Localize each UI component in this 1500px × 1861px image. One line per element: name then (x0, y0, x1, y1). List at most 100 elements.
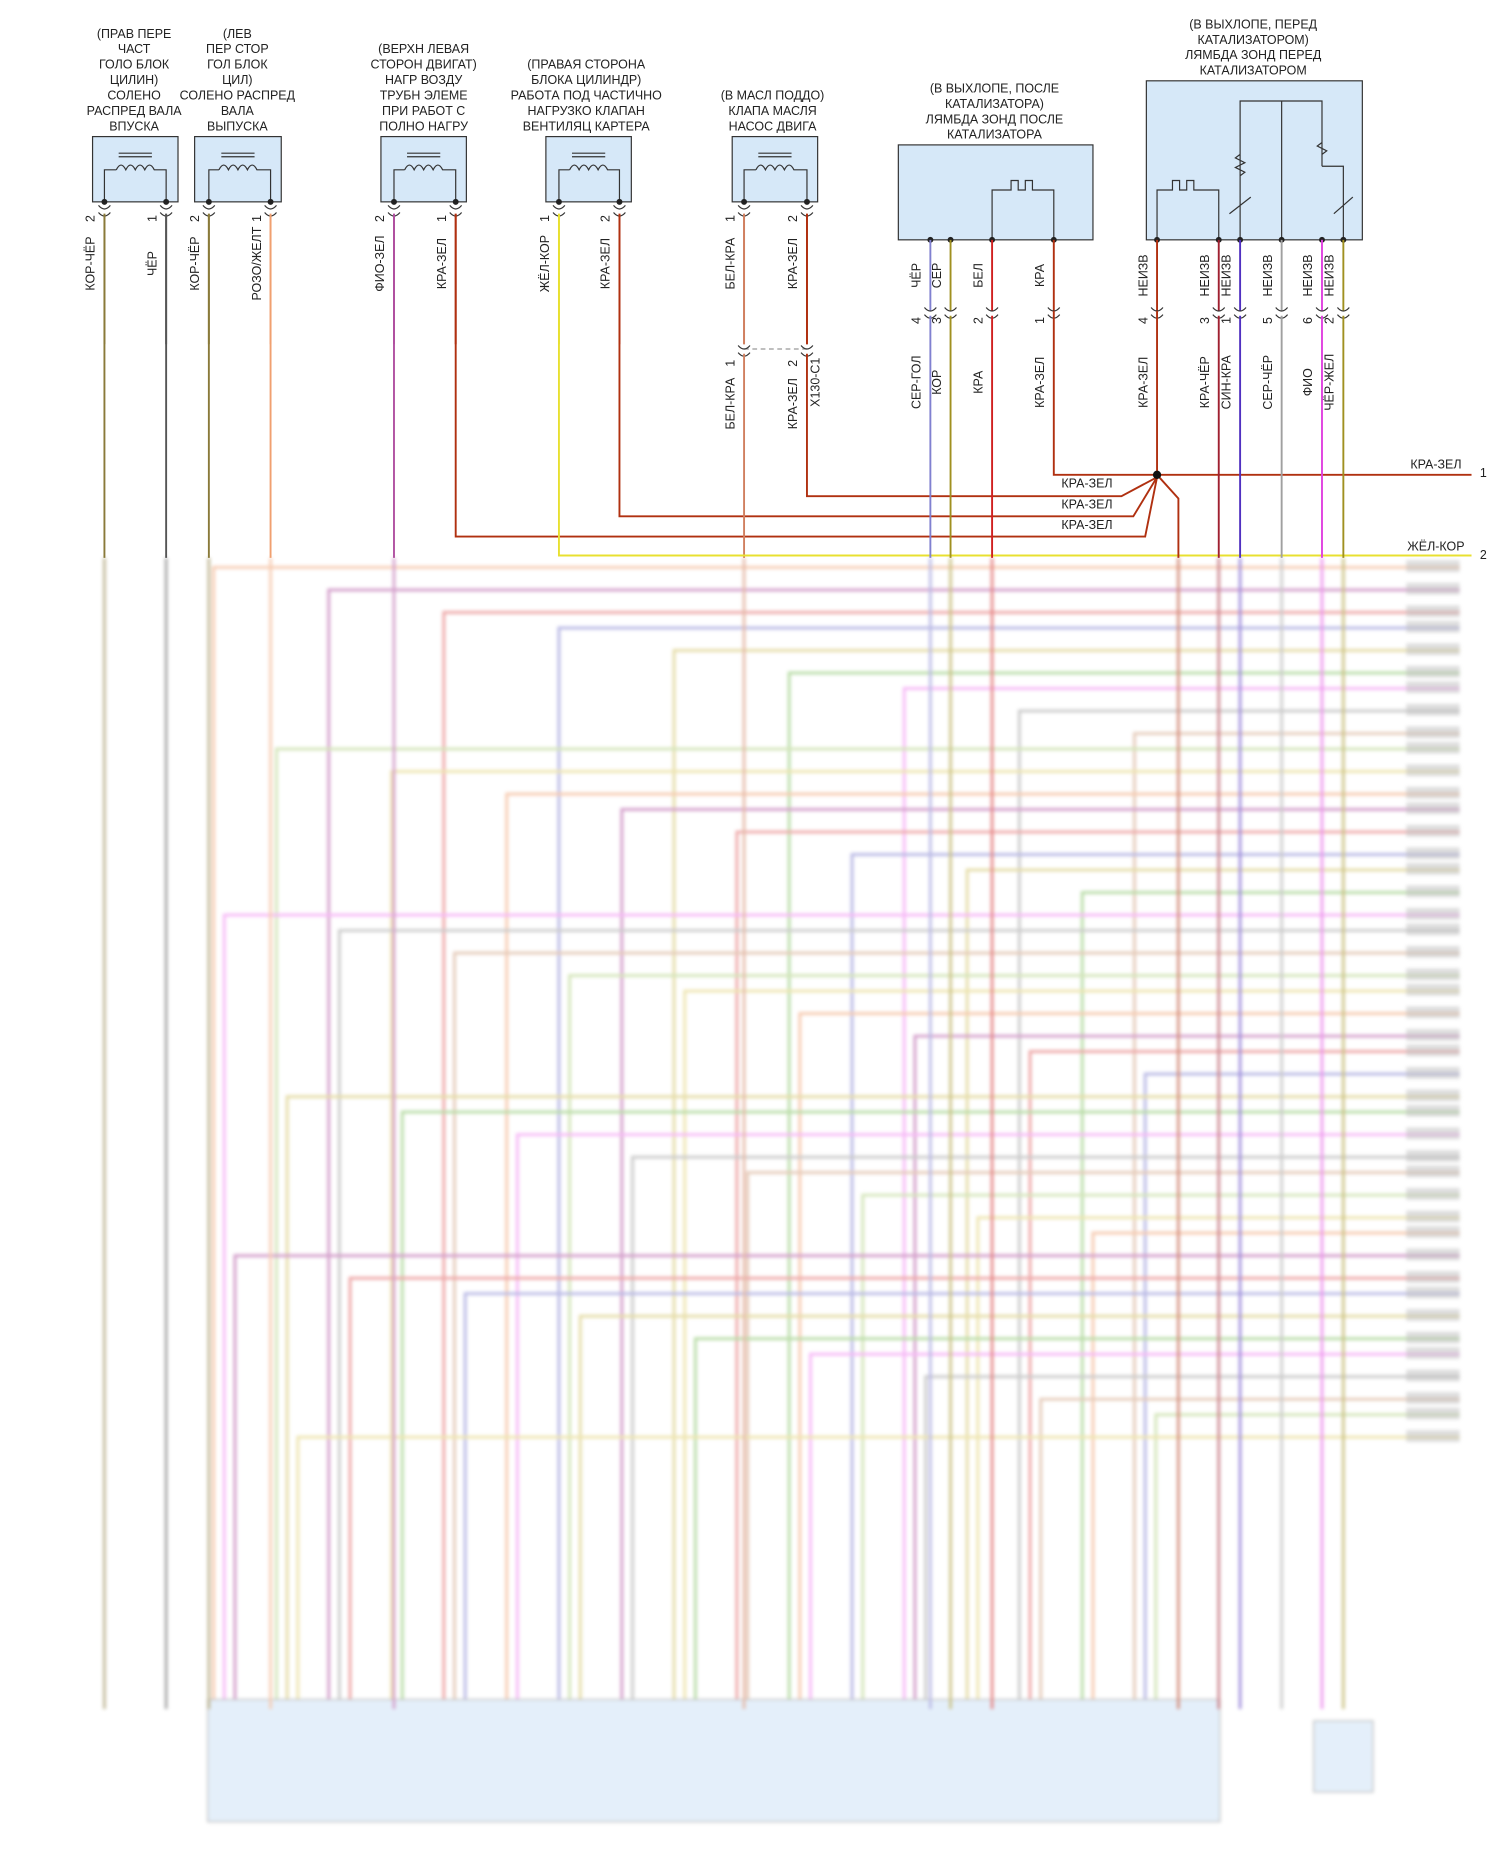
blurred-label (1406, 1150, 1460, 1162)
pin-number: 1 (250, 215, 264, 222)
component-symbol (1156, 100, 1354, 240)
blurred-label (1406, 741, 1460, 754)
component-label: (ПРАВ ПЕРЕ (97, 27, 172, 41)
wire-label: КОР-ЧЁР (84, 236, 98, 290)
blurred-label (1406, 1066, 1460, 1079)
wire-label: КРА-ЧЁР (1198, 356, 1212, 408)
component-label: НАГР ВОЗДУ (385, 73, 462, 87)
wire-label: КРА (971, 370, 985, 394)
blurred-label (1406, 665, 1460, 678)
pin-number: 3 (1198, 317, 1212, 324)
blurred-label (1406, 983, 1460, 996)
wire (233, 1254, 1460, 1709)
component-label: ПЕР СТОР (206, 42, 269, 56)
component-label: ГОЛ БЛОК (207, 58, 268, 72)
wire (275, 747, 1460, 1709)
blurred-label (1406, 1271, 1460, 1283)
wire (1156, 474, 1180, 558)
component-symbol (393, 152, 457, 202)
blurred-label (1406, 1028, 1460, 1041)
blurred-label (1406, 824, 1460, 837)
blurred-label (1406, 923, 1460, 936)
component-label: (ВЕРХН ЛЕВАЯ (378, 42, 469, 56)
wire (631, 1155, 1460, 1709)
blurred-label (1406, 786, 1460, 799)
component-label: БЛОКА ЦИЛИНДР) (531, 73, 641, 87)
wire (693, 1337, 1460, 1709)
wire (965, 868, 1460, 1709)
blurred-label (1406, 1225, 1460, 1238)
wire-label: БЕЛ-КРА (723, 237, 737, 290)
wire (746, 1171, 1460, 1709)
wire-label: КРА-ЗЕЛ (1061, 518, 1112, 532)
component-label: ВПУСКА (109, 119, 159, 133)
component-symbol (991, 179, 1055, 240)
component-label: ПОЛНО НАГРУ (379, 119, 468, 133)
pin-number: 2 (1323, 317, 1337, 324)
component-symbol (103, 152, 167, 202)
wire (327, 588, 1460, 1709)
wire (557, 626, 1460, 1709)
component-label: ЧАСТ (118, 42, 151, 56)
component-label: ЦИЛИН) (110, 73, 158, 87)
pin-number: 4 (1136, 317, 1150, 324)
wire (212, 565, 1460, 1709)
component-label: ЦИЛ) (222, 73, 252, 87)
pin-dot (803, 198, 810, 205)
wire (861, 1193, 1460, 1709)
wire-label: СИН-КРА (1219, 354, 1233, 409)
terminal-label: НЕИЗВ (1301, 254, 1315, 296)
pin-dot (741, 198, 748, 205)
wire (454, 213, 1158, 538)
terminal-label: КРА (1033, 263, 1047, 287)
component-label: КАТАЛИЗАТОРОМ) (1198, 33, 1309, 47)
pin-number: 1 (538, 215, 552, 222)
wire-label: ЖЁЛ-КОР (538, 235, 552, 292)
component-label: КЛАПА МАСЛЯ (728, 104, 816, 118)
component-label: НАГРУЗКО КЛАПАН (528, 104, 645, 118)
blurred-label (1406, 1188, 1460, 1200)
wire-label: РОЗО/ЖЕЛТ (250, 226, 264, 300)
blurred-label (1406, 1248, 1460, 1261)
wire (787, 671, 1460, 1709)
wire (337, 929, 1460, 1709)
output-wire-label: ЖЁЛ-КОР (1407, 539, 1464, 553)
blurred-label (1406, 605, 1460, 618)
wire (453, 951, 1460, 1709)
pin-number: 2 (971, 317, 985, 324)
blurred-label (1406, 764, 1460, 777)
component-label: НАСОС ДВИГА (729, 119, 817, 133)
blurred-label (1406, 1430, 1460, 1442)
component-symbol (208, 152, 272, 202)
component-label: ВЕНТИЛЯЦ КАРТЕРА (523, 119, 651, 133)
blurred-label (1406, 620, 1460, 633)
blurred-label (1406, 968, 1460, 981)
pin-number: 1 (145, 215, 159, 222)
blurred-label (1406, 703, 1460, 716)
wire-label: КРА-ЗЕЛ (786, 378, 800, 429)
blurred-label (1406, 862, 1460, 875)
terminal-label: ЧЁР (910, 263, 924, 288)
wire (913, 1034, 1460, 1709)
component-label: ЛЯМБДА ЗОНД ПОСЛЕ (926, 112, 1064, 126)
wire-label: КРА-ЗЕЛ (1033, 357, 1047, 408)
wire-label: СЕР-ЧЁР (1261, 355, 1275, 410)
wire-label: КРА-ЗЕЛ (435, 238, 449, 289)
blurred-label (1406, 802, 1460, 815)
component-label: СОЛЕНО (107, 89, 161, 103)
blurred-label (1406, 1331, 1460, 1344)
wire-label: СЕР-ГОЛ (910, 355, 924, 409)
component-symbol (558, 152, 621, 202)
blurred-label (1406, 1089, 1460, 1102)
blurred-label (1406, 1044, 1460, 1057)
wire (1154, 1413, 1460, 1709)
output-number: 1 (1480, 466, 1487, 480)
terminal-label: НЕИЗВ (1198, 254, 1212, 296)
terminal-label: НЕИЗВ (1136, 254, 1150, 296)
pin-number: 2 (599, 215, 613, 222)
blurred-label (1406, 945, 1460, 958)
connector-label: X130-C1 (809, 358, 823, 407)
wire (390, 770, 1460, 1709)
pin-number: 5 (1261, 317, 1275, 324)
sensor-box (1313, 1720, 1374, 1793)
